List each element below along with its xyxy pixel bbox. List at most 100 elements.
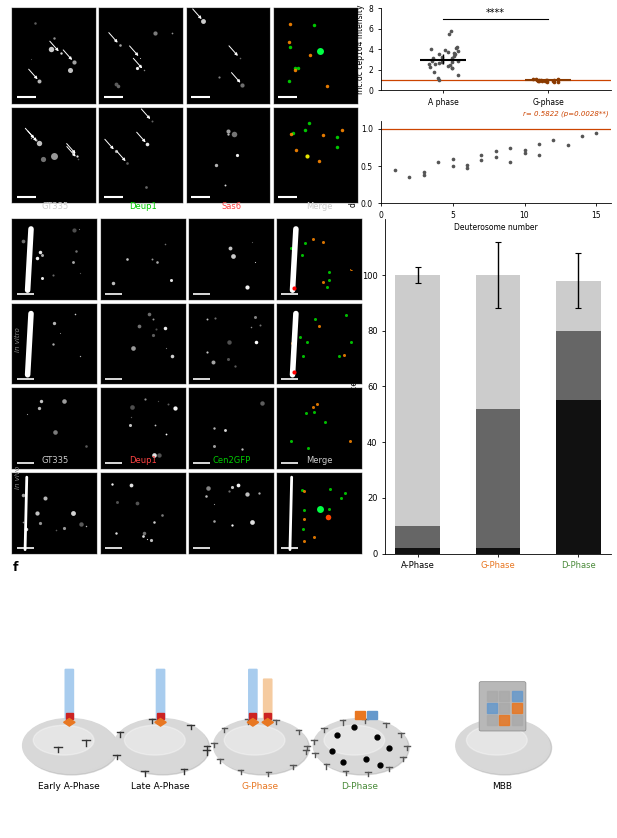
- Bar: [557, 331, 600, 401]
- Text: a: a: [12, 10, 21, 23]
- Bar: [355, 711, 365, 718]
- Text: in vitro: in vitro: [15, 327, 22, 352]
- Point: [443, 59, 453, 72]
- X-axis label: Deuterosome number: Deuterosome number: [454, 223, 537, 232]
- Point: [437, 52, 447, 65]
- Polygon shape: [155, 718, 166, 726]
- Ellipse shape: [458, 721, 552, 775]
- Point: [549, 75, 559, 88]
- Point: [428, 51, 437, 65]
- Point: [448, 159, 458, 173]
- Point: [531, 72, 541, 85]
- Point: [434, 74, 444, 87]
- Point: [462, 158, 472, 172]
- Bar: [487, 703, 497, 713]
- Point: [536, 73, 546, 86]
- Text: d: d: [12, 260, 21, 273]
- Point: [419, 168, 429, 182]
- Bar: [66, 713, 73, 718]
- Bar: [487, 691, 497, 701]
- Bar: [499, 703, 510, 713]
- Point: [476, 148, 486, 162]
- Point: [447, 61, 457, 75]
- Bar: [487, 716, 497, 725]
- Point: [549, 74, 558, 87]
- Point: [462, 161, 472, 174]
- Point: [424, 57, 434, 70]
- Ellipse shape: [25, 721, 118, 775]
- Ellipse shape: [456, 718, 549, 773]
- Point: [491, 151, 500, 164]
- Text: GT335: GT335: [41, 456, 68, 465]
- Bar: [264, 713, 271, 718]
- Text: b: b: [349, 10, 357, 23]
- Text: f: f: [12, 561, 18, 575]
- FancyBboxPatch shape: [479, 681, 526, 731]
- Text: MBB: MBB: [492, 783, 513, 791]
- Bar: [395, 525, 440, 548]
- Point: [444, 28, 454, 41]
- Ellipse shape: [33, 726, 94, 755]
- Bar: [476, 548, 520, 554]
- Point: [419, 165, 429, 178]
- Point: [534, 75, 544, 88]
- Text: Cen2GFP: Cen2GFP: [212, 456, 251, 465]
- Point: [437, 53, 447, 66]
- FancyBboxPatch shape: [263, 679, 273, 720]
- Y-axis label: % cells: % cells: [350, 372, 359, 401]
- Point: [447, 61, 457, 75]
- Bar: [395, 548, 440, 554]
- Point: [505, 141, 515, 154]
- Point: [426, 43, 436, 56]
- Point: [549, 133, 558, 147]
- Point: [553, 72, 563, 85]
- Text: Deup1: Deup1: [129, 202, 157, 211]
- Text: in vivo: in vivo: [15, 466, 22, 489]
- Point: [440, 44, 450, 57]
- Point: [449, 47, 458, 60]
- Point: [447, 53, 457, 66]
- Bar: [249, 713, 256, 718]
- FancyBboxPatch shape: [248, 669, 258, 720]
- Point: [542, 74, 552, 87]
- Bar: [395, 275, 440, 525]
- Text: c: c: [349, 260, 356, 273]
- Point: [553, 75, 563, 88]
- Text: D-Phase: D-Phase: [342, 783, 379, 791]
- Text: G-Phase: G-Phase: [242, 783, 279, 791]
- Text: Deup1: Deup1: [129, 456, 157, 465]
- Point: [528, 72, 537, 85]
- Point: [433, 71, 443, 85]
- Text: Merge: Merge: [307, 202, 333, 211]
- Point: [445, 58, 455, 71]
- Polygon shape: [64, 718, 75, 726]
- Point: [453, 54, 463, 67]
- Point: [533, 75, 543, 88]
- Point: [540, 74, 550, 87]
- Point: [537, 75, 547, 88]
- Point: [563, 138, 573, 152]
- Ellipse shape: [125, 726, 185, 755]
- Point: [541, 73, 551, 86]
- Point: [437, 49, 447, 63]
- Bar: [557, 401, 600, 554]
- Bar: [367, 711, 377, 718]
- Point: [534, 148, 544, 162]
- Text: e: e: [349, 260, 357, 273]
- Point: [437, 55, 447, 69]
- Ellipse shape: [315, 721, 409, 775]
- Y-axis label: dc:mc cep164 intensity: dc:mc cep164 intensity: [349, 117, 358, 207]
- Point: [446, 24, 456, 38]
- FancyBboxPatch shape: [155, 669, 165, 720]
- Point: [434, 48, 444, 61]
- Point: [534, 74, 544, 87]
- Text: r= 0.5822 (p=0.0028**): r= 0.5822 (p=0.0028**): [523, 111, 608, 117]
- Ellipse shape: [114, 718, 207, 773]
- Ellipse shape: [213, 718, 307, 773]
- Ellipse shape: [224, 726, 285, 755]
- Point: [452, 40, 462, 54]
- Bar: [157, 713, 164, 718]
- Point: [453, 68, 463, 81]
- Point: [520, 143, 529, 157]
- Point: [491, 145, 500, 158]
